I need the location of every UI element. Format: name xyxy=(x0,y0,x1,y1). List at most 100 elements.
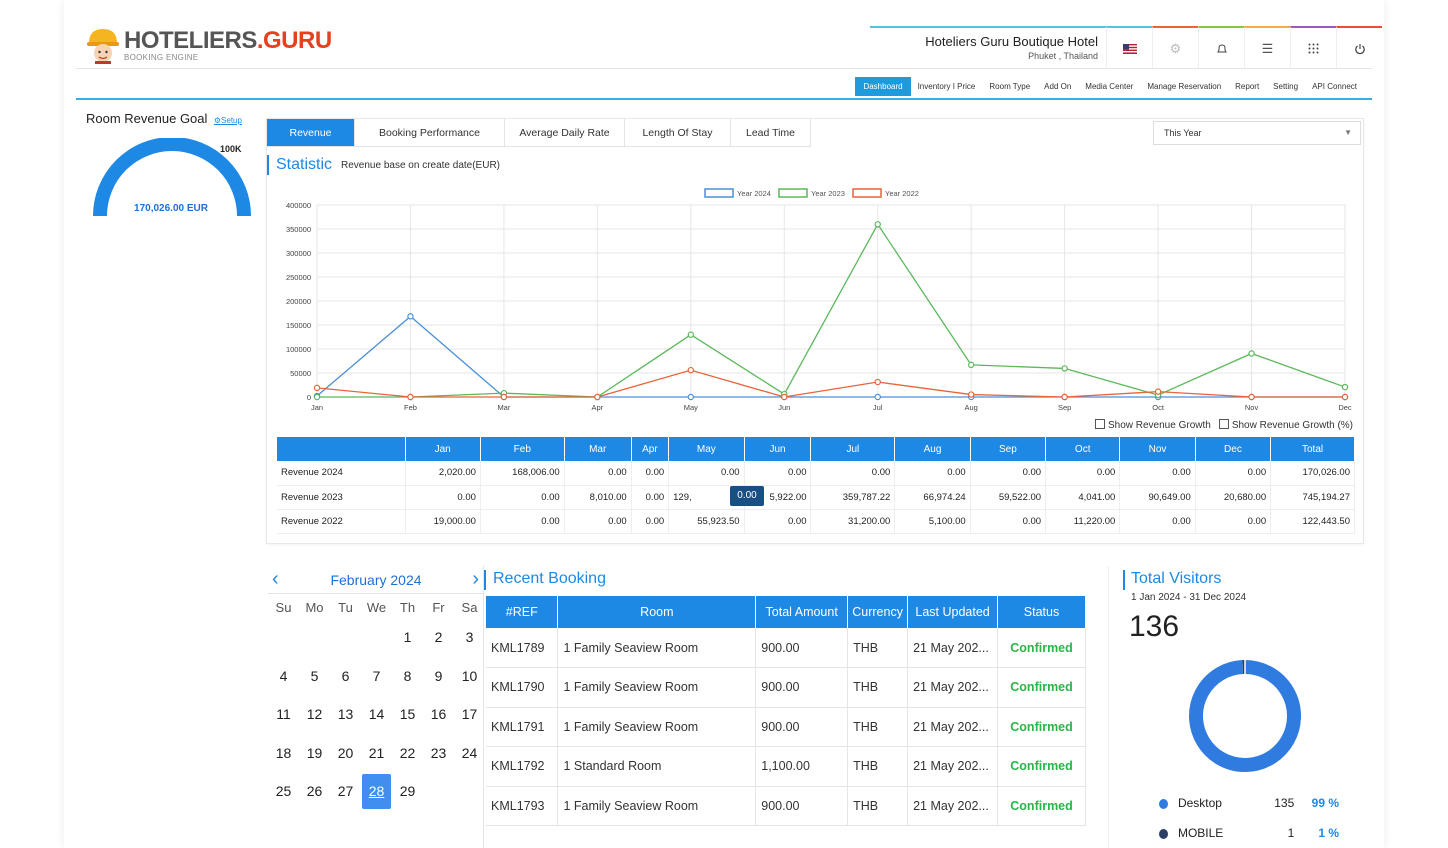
visitor-legend-item: MOBILE 1 1 % xyxy=(1159,826,1339,840)
calendar-day[interactable]: 22 xyxy=(399,744,416,761)
calendar-day[interactable]: 23 xyxy=(430,744,447,761)
table-row[interactable]: KML1790 1 Family Seaview Room 900.00 THB 21 … xyxy=(486,667,1086,708)
tab-revenue[interactable]: Revenue xyxy=(267,119,355,147)
calendar-day[interactable]: 26 xyxy=(306,783,323,799)
calendar-day[interactable]: 9 xyxy=(434,667,443,684)
nav-item-room-type[interactable]: Room Type xyxy=(989,82,1031,91)
calendar-day[interactable]: 5 xyxy=(310,667,319,684)
calendar-day[interactable]: 4 xyxy=(279,667,288,684)
booking-cell: 21 May 202... xyxy=(907,707,999,747)
nav-item-report[interactable]: Report xyxy=(1235,82,1260,91)
calendar-day[interactable]: 24 xyxy=(461,744,478,761)
x-tick-label: Mar xyxy=(497,403,510,412)
calendar-day[interactable]: 16 xyxy=(430,706,447,722)
calendar-day[interactable]: 6 xyxy=(341,667,350,684)
booking-col-header: Currency xyxy=(847,596,909,628)
calendar-day[interactable]: 14 xyxy=(368,706,385,722)
weekday-label: Su xyxy=(275,600,292,615)
total-visitors: Total Visitors 1 Jan 2024 - 31 Dec 2024 … xyxy=(1108,566,1364,848)
x-tick-label: Sep xyxy=(1058,403,1071,412)
tab-average-daily-rate[interactable]: Average Daily Rate xyxy=(505,119,625,147)
list-icon[interactable]: ☰ xyxy=(1244,26,1290,69)
calendar-day[interactable]: 28 xyxy=(362,774,391,809)
calendar-day[interactable]: 10 xyxy=(461,667,478,684)
nav-item-inventory-i-price[interactable]: Inventory I Price xyxy=(917,82,976,91)
brand-logo[interactable]: HOTELIERS.GURU BOOKING ENGINE xyxy=(86,26,332,64)
revenue-cell: 0.00 xyxy=(894,461,971,486)
calendar-day[interactable]: 27 xyxy=(337,783,354,799)
nav-item-setting[interactable]: Setting xyxy=(1273,82,1299,91)
revenue-col-header xyxy=(277,437,406,461)
chevron-left-icon[interactable]: ‹ xyxy=(272,568,279,590)
bell-icon[interactable] xyxy=(1198,26,1244,69)
x-tick-label: Jun xyxy=(778,403,790,412)
visitors-title: Total Visitors xyxy=(1123,570,1221,590)
main-nav: Dashboard Inventory I Price Room Type Add O… xyxy=(855,77,1364,96)
calendar-day[interactable]: 20 xyxy=(337,744,354,761)
translate-icon[interactable]: ⚙ xyxy=(1152,26,1198,69)
chevron-right-icon[interactable]: › xyxy=(472,568,479,590)
revenue-cell: 0.00 xyxy=(1119,509,1196,534)
table-row[interactable]: KML1792 1 Standard Room 1,100.00 THB 21 May … xyxy=(486,746,1086,787)
revenue-cell: 0.00 xyxy=(631,509,670,534)
calendar-day[interactable]: 8 xyxy=(403,667,412,684)
legend-label: Year 2023 xyxy=(811,189,845,198)
calendar-day[interactable]: 21 xyxy=(368,744,385,761)
chart-tooltip: 0.00 xyxy=(730,486,764,506)
booking-cell: KML1791 xyxy=(486,707,559,747)
nav-item-api-connect[interactable]: API Connect xyxy=(1312,82,1357,91)
calendar-day[interactable]: 2 xyxy=(434,629,443,645)
calendar-day[interactable]: 17 xyxy=(461,706,478,722)
recent-booking: Recent Booking #REF Room Total Amount Curre… xyxy=(484,566,1090,848)
revenue-cell: 359,787.22 xyxy=(810,485,896,510)
table-row[interactable]: KML1793 1 Family Seaview Room 900.00 THB 21 … xyxy=(486,786,1086,826)
statistic-title: Statistic xyxy=(276,156,333,173)
room-revenue-goal: Room Revenue Goal ⚙Setup xyxy=(86,110,256,128)
table-row[interactable]: KML1789 1 Family Seaview Room 900.00 THB 21 … xyxy=(486,628,1086,668)
revenue-cell: 0.00 xyxy=(564,509,632,534)
booking-cell: 900.00 xyxy=(755,707,849,747)
hotel-location: Phuket , Thailand xyxy=(1028,51,1098,61)
flag-us-icon[interactable] xyxy=(1106,26,1152,69)
nav-item-media-center[interactable]: Media Center xyxy=(1085,82,1134,91)
data-point xyxy=(1341,383,1349,391)
booking-cell: THB xyxy=(847,628,909,668)
show-growth-pct-checkbox[interactable]: Show Revenue Growth (%) xyxy=(1218,419,1353,431)
tab-booking-performance[interactable]: Booking Performance xyxy=(355,119,505,147)
power-icon[interactable] xyxy=(1336,26,1382,69)
table-row: Revenue 2024 2,020.00 168,006.00 0.00 0.00 0.… xyxy=(277,461,1355,486)
calendar-day[interactable]: 19 xyxy=(306,744,323,761)
year-select[interactable]: This Year ▼ xyxy=(1153,121,1361,145)
show-growth-checkbox[interactable]: Show Revenue Growth xyxy=(1094,419,1211,431)
revenue-cell: 0.00 xyxy=(1195,461,1272,486)
y-tick-label: 0 xyxy=(307,393,311,402)
calendar-day[interactable]: 12 xyxy=(306,706,323,722)
goal-setup-link[interactable]: ⚙Setup xyxy=(213,116,242,125)
y-tick-label: 350000 xyxy=(286,225,311,234)
weekday-label: Th xyxy=(399,600,416,615)
data-point xyxy=(1061,365,1068,372)
calendar-day[interactable]: 13 xyxy=(337,706,354,722)
hotel-info: Hoteliers Guru Boutique Hotel Phuket , T… xyxy=(925,34,1098,61)
tab-lead-time[interactable]: Lead Time xyxy=(731,119,811,147)
calendar-day[interactable]: 15 xyxy=(399,706,416,722)
tab-length-of-stay[interactable]: Length Of Stay xyxy=(625,119,731,147)
data-point xyxy=(687,331,695,338)
calendar-day[interactable]: 29 xyxy=(399,783,416,799)
calendar-day[interactable]: 25 xyxy=(275,783,292,799)
nav-item-dashboard[interactable]: Dashboard xyxy=(855,77,911,96)
nav-item-add-on[interactable]: Add On xyxy=(1044,82,1072,91)
calendar-day[interactable]: 3 xyxy=(465,629,474,645)
calendar-day[interactable]: 11 xyxy=(276,706,291,722)
legend-dot xyxy=(1159,799,1168,809)
table-row[interactable]: KML1791 1 Family Seaview Room 900.00 THB 21 … xyxy=(486,707,1086,747)
series-line-1 xyxy=(317,223,1346,398)
calendar-day[interactable]: 18 xyxy=(275,744,292,761)
nav-item-manage-reservation[interactable]: Manage Reservation xyxy=(1147,82,1222,91)
calendar-day[interactable]: 7 xyxy=(372,667,381,684)
calendar-day[interactable]: 1 xyxy=(403,629,412,645)
calendar-blank xyxy=(299,618,330,657)
booking-table: #REF Room Total Amount Currency Last Updated… xyxy=(486,596,1086,826)
grid-icon[interactable] xyxy=(1290,26,1336,69)
calendar-blank xyxy=(361,618,392,657)
